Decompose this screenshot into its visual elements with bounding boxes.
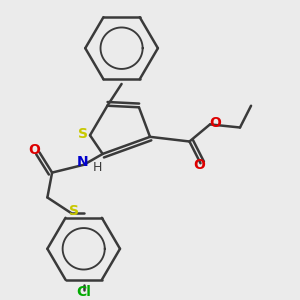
Text: S: S <box>69 203 79 218</box>
Text: O: O <box>28 143 40 157</box>
Text: O: O <box>193 158 205 172</box>
Text: O: O <box>210 116 222 130</box>
Text: S: S <box>78 127 88 141</box>
Text: Cl: Cl <box>76 285 91 299</box>
Text: N: N <box>76 155 88 169</box>
Text: H: H <box>93 161 103 174</box>
